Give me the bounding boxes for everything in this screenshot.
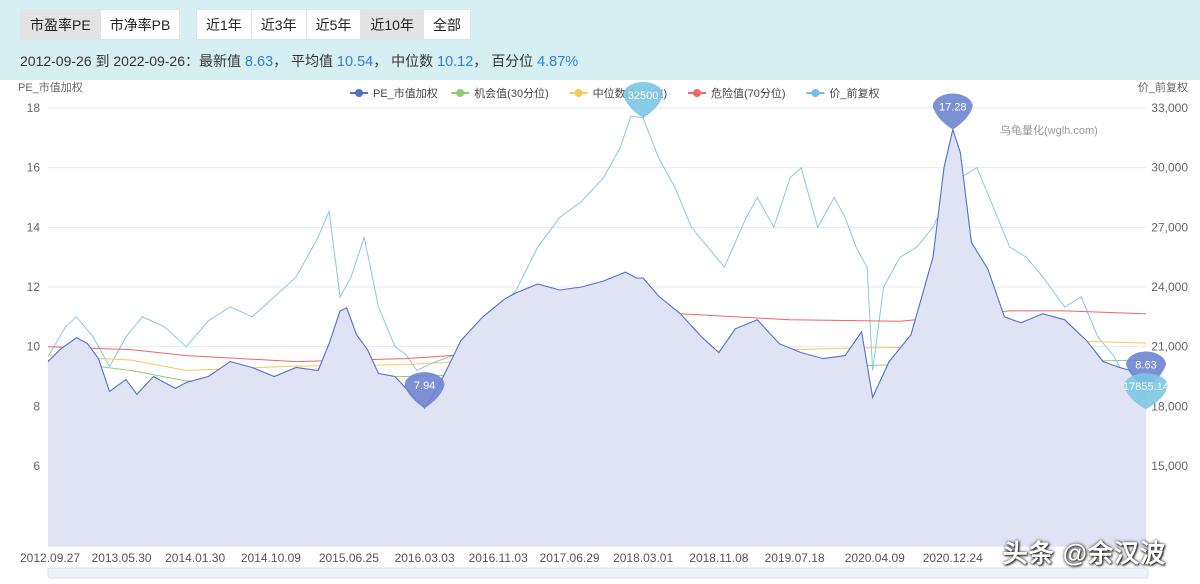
legend-label: 价_前复权: [829, 86, 879, 100]
y-right-tick-label: 18,000: [1151, 399, 1188, 413]
legend-label: 危险值(70分位): [711, 86, 786, 100]
marker-pin: [623, 81, 664, 118]
marker-label: 8.63: [1135, 360, 1156, 372]
x-tick-label: 2018.11.08: [689, 551, 748, 565]
y-tick-label: 18: [27, 101, 41, 115]
y-right-tick-label: 15,000: [1151, 459, 1188, 473]
stats-period: 2012-09-26 到 2022-09-26：: [20, 53, 200, 69]
y-right-tick-label: 30,000: [1151, 161, 1188, 175]
range-slider: [47, 567, 1149, 579]
metric-tabs: 市盈率PE 市净率PB: [20, 9, 181, 40]
toolbar: 市盈率PE 市净率PB 近1年 近3年 近5年 近10年 全部 2012-09-…: [0, 0, 1200, 80]
x-tick-label: 2014.01.30: [165, 551, 225, 565]
source-text: 乌龟量化(wglh.com): [1000, 123, 1098, 137]
y-tick-label: 12: [27, 280, 41, 294]
stats-percentile-value: 4.87%: [537, 54, 579, 70]
y-tick-label: 8: [33, 399, 40, 413]
y-right-axis-title: 价_前复权: [1138, 80, 1188, 94]
tab-10y[interactable]: 近10年: [361, 9, 424, 40]
x-tick-label: 2014.10.09: [241, 551, 301, 565]
tab-pb[interactable]: 市净率PB: [100, 9, 181, 40]
stats-median-value: 10.12: [437, 54, 474, 70]
legend-dot: [456, 89, 465, 97]
stats-latest-label: 最新值: [199, 53, 242, 69]
tab-3y[interactable]: 近3年: [251, 9, 307, 40]
y-axis-title: PE_市值加权: [18, 80, 83, 94]
stats-latest-value: 8.63: [244, 54, 274, 70]
x-tick-label: 2016.11.03: [469, 551, 528, 565]
y-right-tick-label: 24,000: [1151, 280, 1188, 294]
x-tick-label: 2013.05.30: [92, 551, 152, 565]
marker-label: 32500: [628, 90, 659, 102]
stats-mean-label: 平均值: [291, 53, 334, 69]
stats-median-label: 中位数: [391, 53, 434, 69]
marker-pin: [404, 372, 445, 409]
y-right-tick-label: 27,000: [1151, 220, 1188, 234]
y-tick-label: 10: [27, 340, 41, 354]
tab-pe[interactable]: 市盈率PE: [20, 9, 101, 40]
tab-1y[interactable]: 近1年: [196, 9, 252, 40]
marker-label: 7.94: [414, 380, 435, 392]
marker-label: 17855.14: [1123, 381, 1169, 393]
stats-mean-value: 10.54: [336, 54, 374, 70]
legend-dot: [355, 89, 363, 97]
watermark: 头条 @余汉波: [1002, 540, 1166, 568]
pe-chart: 6 15,000 8 18,000 10 21,000 12 24,000 14 27,000 16…: [18, 80, 1188, 579]
series-line: [47, 127, 1147, 409]
x-tick-label: 2016.03.03: [395, 551, 455, 565]
legend-dot: [574, 89, 583, 97]
x-tick-label: 2015.06.25: [319, 551, 379, 565]
stats-percentile-label: 百分位: [491, 53, 534, 69]
legend-dot: [693, 89, 701, 97]
x-tick-label: 2012.09.27: [20, 551, 80, 565]
marker-label: 17.28: [939, 101, 967, 113]
y-tick-label: 6: [33, 459, 40, 473]
y-tick-label: 14: [27, 220, 41, 234]
range-tabs: 近1年 近3年 近5年 近10年 全部: [196, 9, 471, 40]
marker-pin: [1124, 373, 1168, 410]
x-tick-label: 2020.12.24: [923, 551, 983, 565]
legend-dot: [811, 89, 820, 97]
y-tick-label: 16: [27, 161, 41, 175]
marker-pin: [932, 93, 973, 130]
legend-label: PE_市值加权: [373, 86, 438, 100]
legend-label: 机会值(30分位): [474, 86, 549, 100]
pe-area: [48, 129, 1146, 546]
x-tick-label: 2018.03.01: [613, 551, 673, 565]
stats-line: 2012-09-26 到 2022-09-26：最新值 8.63， 平均值 10…: [20, 53, 579, 70]
tab-all[interactable]: 全部: [423, 9, 471, 40]
y-right-tick-label: 33,000: [1151, 101, 1188, 115]
y-right-tick-label: 21,000: [1151, 340, 1188, 354]
x-tick-label: 2020.04.09: [845, 551, 905, 565]
x-tick-label: 2017.06.29: [540, 551, 600, 565]
tab-5y[interactable]: 近5年: [306, 9, 362, 40]
x-tick-label: 2019.07.18: [765, 551, 825, 565]
